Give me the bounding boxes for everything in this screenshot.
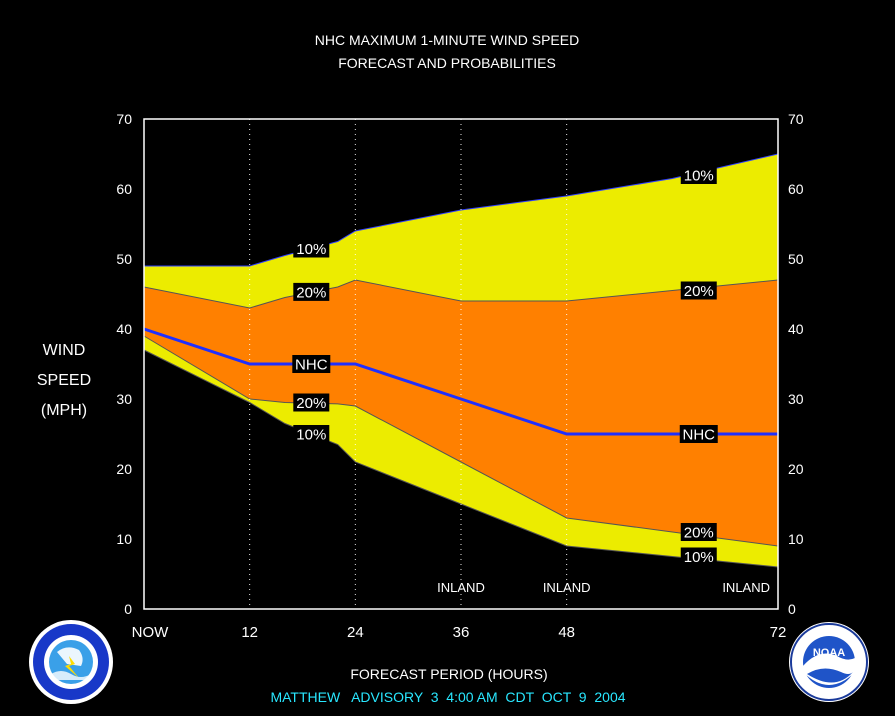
x-tick-48: 48	[558, 624, 575, 641]
series-line-10-upper	[144, 153, 779, 267]
y-tick-left-20: 20	[116, 461, 132, 477]
nws-logo	[29, 620, 113, 704]
band-label-box-3	[293, 393, 330, 412]
x-tick-36: 36	[453, 624, 470, 641]
y-tick-right-10: 10	[788, 531, 804, 547]
band-label-box-8	[680, 523, 717, 541]
y-tick-left-30: 30	[116, 391, 132, 407]
chart-title-line1: NHC MAXIMUM 1-MINUTE WIND SPEED	[315, 32, 579, 48]
y-tick-left-40: 40	[116, 321, 132, 337]
band-label-10pct-5: 10%	[684, 168, 714, 185]
y-tick-left-60: 60	[116, 181, 132, 197]
x-axis-title: FORECAST PERIOD (HOURS)	[350, 666, 547, 682]
y-tick-left-0: 0	[124, 601, 132, 617]
noaa-logo-text: NOAA	[813, 647, 845, 659]
band-label-box-0	[293, 239, 330, 258]
y-tick-left-70: 70	[116, 111, 132, 127]
y-tick-right-40: 40	[788, 321, 804, 337]
y-tick-right-70: 70	[788, 111, 804, 127]
y-tick-right-0: 0	[788, 601, 796, 617]
y-axis-title-line-1: WIND	[43, 342, 86, 359]
x-tick-12: 12	[241, 624, 258, 641]
band-20-percent	[144, 280, 778, 546]
inland-marker-36: INLAND	[437, 580, 485, 595]
chart-title-line2: FORECAST AND PROBABILITIES	[338, 55, 556, 71]
band-label-20pct-8: 20%	[684, 525, 714, 542]
noaa-logo: NOAA	[789, 622, 869, 702]
band-label-20pct-1: 20%	[296, 284, 326, 301]
y-tick-right-20: 20	[788, 461, 804, 477]
x-tick-24: 24	[347, 624, 364, 641]
band-label-20pct-6: 20%	[684, 283, 714, 300]
band-label-box-4	[293, 425, 330, 443]
x-tick-72: 72	[770, 624, 787, 641]
series-line-10-lower	[143, 349, 779, 568]
x-tick-now: NOW	[132, 624, 170, 641]
inland-marker-48: INLAND	[543, 580, 591, 595]
y-tick-right-60: 60	[788, 181, 804, 197]
advisory-footer: MATTHEW ADVISORY 3 4:00 AM CDT OCT 9 200…	[270, 689, 625, 705]
band-label-box-5	[680, 166, 717, 184]
band-label-box-7	[679, 425, 718, 443]
band-label-20pct-3: 20%	[296, 395, 326, 412]
y-tick-left-10: 10	[116, 531, 132, 547]
band-label-10pct-4: 10%	[296, 427, 326, 444]
band-label-box-1	[293, 282, 330, 301]
band-label-box-2	[292, 355, 331, 373]
inland-marker-72: INLAND	[722, 580, 770, 595]
y-tick-right-50: 50	[788, 251, 804, 267]
y-axis-title-line-2: SPEED	[37, 372, 91, 389]
y-tick-left-50: 50	[116, 251, 132, 267]
band-label-nhc-2: NHC	[295, 357, 328, 374]
series-line-nhc	[143, 327, 778, 436]
series-line-20-lower	[143, 335, 779, 547]
y-tick-right-30: 30	[788, 391, 804, 407]
band-label-box-6	[680, 281, 717, 300]
band-label-10pct-0: 10%	[296, 241, 326, 258]
band-label-box-9	[680, 547, 717, 566]
band-label-10pct-9: 10%	[684, 549, 714, 566]
y-axis-title-line-3: (MPH)	[41, 402, 87, 419]
band-label-nhc-7: NHC	[683, 427, 716, 444]
plot-area: 0 0 10 10 20 20 30 30 40 40 50 50 60 60 70 70 NOW 12 24 36 4…	[37, 111, 804, 641]
plot-border	[143, 118, 779, 610]
